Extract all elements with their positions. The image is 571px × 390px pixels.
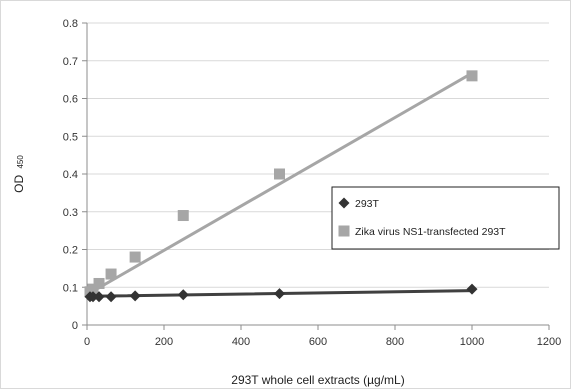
axes — [82, 22, 550, 330]
data-point-series-1 — [105, 291, 117, 303]
data-point-series-1 — [129, 290, 141, 302]
y-tick-label: 0.3 — [63, 207, 78, 219]
data-point-series-1 — [274, 288, 285, 300]
x-tick-label: 1000 — [460, 336, 484, 348]
data-point-series-2 — [274, 168, 285, 180]
data-point-series-1 — [93, 291, 105, 303]
data-point-series-2 — [87, 283, 99, 295]
data-point-series-1 — [466, 283, 478, 295]
y-tick-label: 0.7 — [63, 56, 78, 68]
x-tick-label: 200 — [155, 336, 173, 348]
data-point-series-2 — [93, 277, 105, 289]
y-tick-label: 0.4 — [63, 169, 78, 181]
y-tick-label: 0.8 — [63, 18, 78, 30]
legend-box — [331, 186, 560, 250]
legend-label-series-1: 293T — [355, 198, 380, 210]
y-tick-label: 0.1 — [63, 282, 78, 294]
x-tick-labels: 0 200 400 600 800 1000 1200 — [84, 336, 561, 348]
data-point-series-1 — [177, 289, 189, 301]
x-tick-label: 600 — [309, 336, 327, 348]
x-tick-label: 0 — [84, 336, 90, 348]
legend-label-series-2: Zika virus NS1-transfected 293T — [355, 226, 506, 238]
legend-marker-series-2 — [338, 225, 350, 237]
y-tick-labels: 0 0.1 0.2 0.3 0.4 0.5 0.6 0.7 0.8 — [63, 18, 78, 332]
x-tick-label: 400 — [232, 336, 250, 348]
y-tick-label: 0 — [72, 320, 78, 332]
legend: 293T Zika virus NS1-transfected 293T — [331, 186, 560, 250]
x-tick-label: 1200 — [537, 336, 561, 348]
y-tick-label: 0.2 — [63, 245, 78, 257]
trendline-series-2 — [88, 71, 474, 295]
y-tick-label: 0.5 — [63, 131, 78, 143]
trendlines — [88, 71, 474, 298]
data-point-series-2 — [466, 70, 478, 82]
y-axis-title-sub: 450 — [16, 155, 25, 169]
data-point-series-2 — [129, 251, 141, 263]
data-points — [84, 70, 478, 303]
data-point-series-2 — [105, 268, 117, 280]
y-axis-title-main: OD — [12, 175, 26, 193]
y-tick-label: 0.6 — [63, 94, 78, 106]
legend-marker-series-1 — [338, 197, 350, 209]
x-axis-title: 293T whole cell extracts (µg/mL) — [231, 373, 404, 387]
data-point-series-1 — [87, 291, 99, 303]
y-axis-title: OD 450 — [12, 155, 26, 193]
data-point-series-2 — [177, 210, 189, 222]
x-tick-label: 800 — [386, 336, 404, 348]
